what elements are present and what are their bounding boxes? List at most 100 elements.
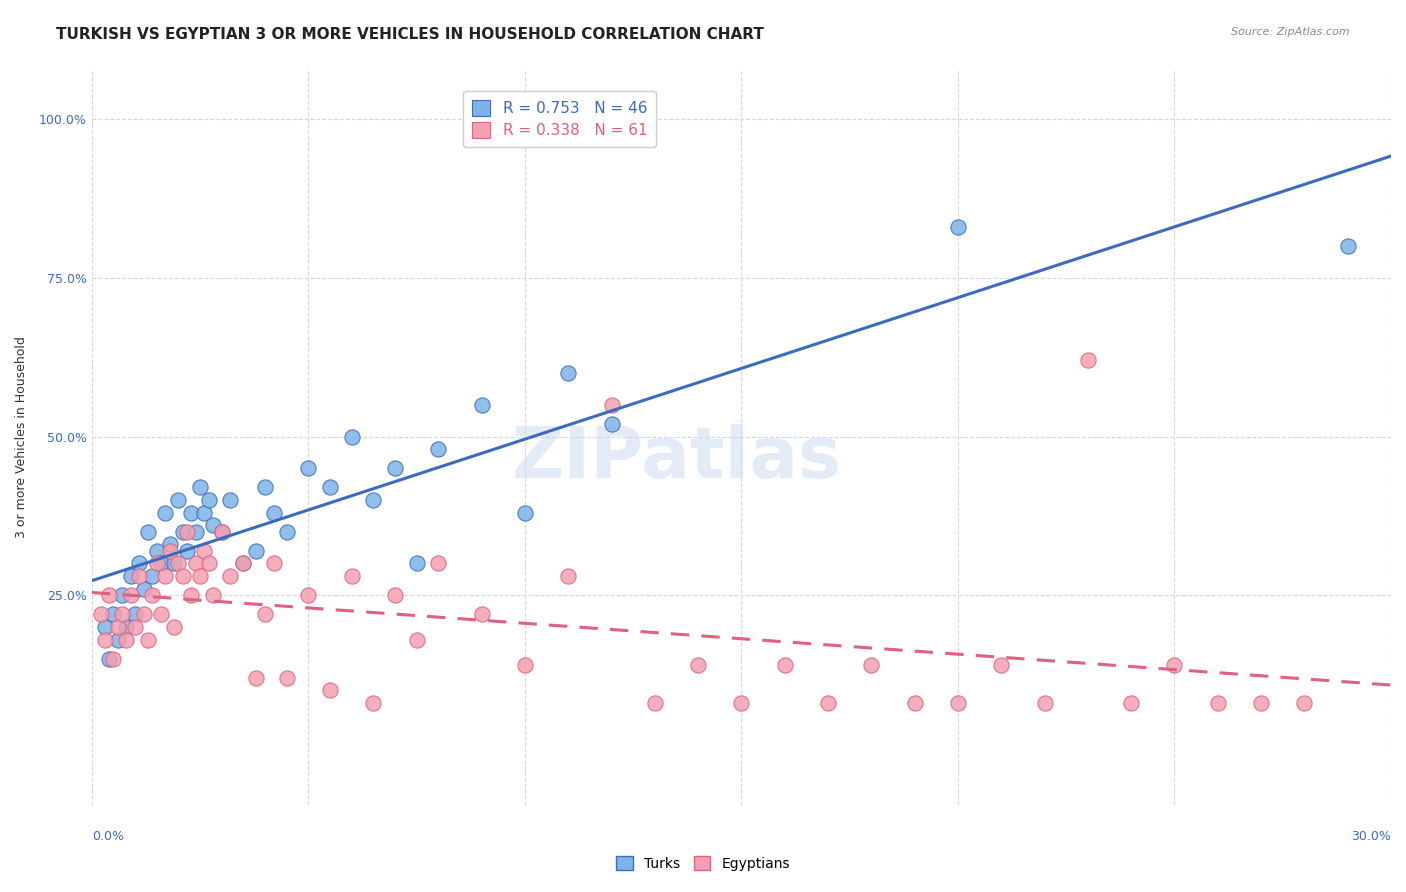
Point <box>1121 696 1143 710</box>
Point <box>557 366 579 380</box>
Point <box>172 524 194 539</box>
Point <box>167 557 190 571</box>
Point <box>120 569 142 583</box>
Point <box>150 607 173 622</box>
Point <box>405 557 427 571</box>
Text: 30.0%: 30.0% <box>1351 830 1391 843</box>
Point <box>600 417 623 431</box>
Point <box>219 569 242 583</box>
Point <box>155 569 177 583</box>
Point <box>263 557 285 571</box>
Point <box>184 557 207 571</box>
Point <box>141 569 163 583</box>
Point <box>176 524 198 539</box>
Point <box>1033 696 1056 710</box>
Point <box>188 480 211 494</box>
Point <box>98 651 121 665</box>
Point <box>184 524 207 539</box>
Point <box>340 429 363 443</box>
Point <box>94 632 117 647</box>
Point <box>193 506 215 520</box>
Point <box>188 569 211 583</box>
Point <box>471 398 494 412</box>
Point <box>254 607 277 622</box>
Point <box>297 461 319 475</box>
Point <box>245 671 267 685</box>
Point <box>176 543 198 558</box>
Point <box>103 607 125 622</box>
Point <box>219 493 242 508</box>
Point <box>276 671 298 685</box>
Point <box>946 220 969 235</box>
Point <box>146 543 169 558</box>
Point <box>773 658 796 673</box>
Point <box>557 569 579 583</box>
Point <box>180 506 202 520</box>
Point <box>946 696 969 710</box>
Point <box>319 683 342 698</box>
Point <box>146 557 169 571</box>
Point <box>163 620 186 634</box>
Point <box>172 569 194 583</box>
Point <box>197 557 219 571</box>
Legend: R = 0.753   N = 46, R = 0.338   N = 61: R = 0.753 N = 46, R = 0.338 N = 61 <box>463 91 657 147</box>
Point <box>340 569 363 583</box>
Point <box>167 493 190 508</box>
Point <box>904 696 927 710</box>
Point <box>427 442 450 457</box>
Point <box>136 632 159 647</box>
Point <box>363 493 385 508</box>
Point <box>1294 696 1316 710</box>
Point <box>180 588 202 602</box>
Point <box>111 607 134 622</box>
Point <box>730 696 752 710</box>
Point <box>384 461 406 475</box>
Point <box>115 632 138 647</box>
Point <box>120 588 142 602</box>
Point <box>136 524 159 539</box>
Point <box>128 557 150 571</box>
Text: TURKISH VS EGYPTIAN 3 OR MORE VEHICLES IN HOUSEHOLD CORRELATION CHART: TURKISH VS EGYPTIAN 3 OR MORE VEHICLES I… <box>56 27 763 42</box>
Point <box>124 607 146 622</box>
Point <box>384 588 406 602</box>
Text: 0.0%: 0.0% <box>91 830 124 843</box>
Point <box>159 543 181 558</box>
Point <box>132 607 155 622</box>
Point <box>107 632 129 647</box>
Point <box>202 518 225 533</box>
Point <box>513 658 536 673</box>
Point <box>427 557 450 571</box>
Point <box>1337 239 1360 253</box>
Point <box>103 651 125 665</box>
Point <box>245 543 267 558</box>
Point <box>860 658 883 673</box>
Point <box>644 696 666 710</box>
Point <box>1163 658 1185 673</box>
Point <box>1250 696 1272 710</box>
Point <box>163 557 186 571</box>
Point <box>319 480 342 494</box>
Point <box>202 588 225 602</box>
Point <box>128 569 150 583</box>
Point <box>232 557 254 571</box>
Point <box>297 588 319 602</box>
Point <box>150 557 173 571</box>
Point <box>1206 696 1229 710</box>
Point <box>115 620 138 634</box>
Point <box>405 632 427 647</box>
Point <box>132 582 155 596</box>
Point <box>363 696 385 710</box>
Point <box>471 607 494 622</box>
Point <box>94 620 117 634</box>
Point <box>159 537 181 551</box>
Point <box>124 620 146 634</box>
Y-axis label: 3 or more Vehicles in Household: 3 or more Vehicles in Household <box>15 335 28 538</box>
Point <box>197 493 219 508</box>
Point <box>513 506 536 520</box>
Point <box>263 506 285 520</box>
Point <box>98 588 121 602</box>
Text: Source: ZipAtlas.com: Source: ZipAtlas.com <box>1232 27 1350 37</box>
Point <box>211 524 233 539</box>
Point <box>276 524 298 539</box>
Point <box>600 398 623 412</box>
